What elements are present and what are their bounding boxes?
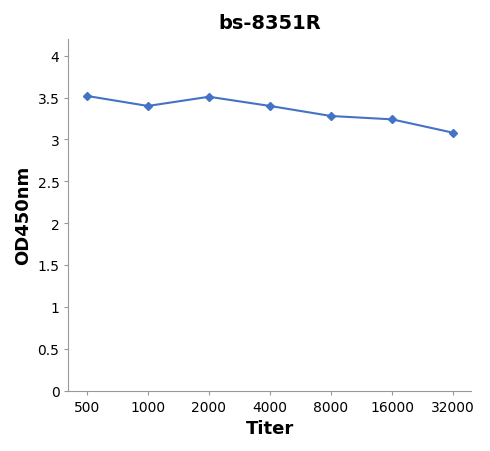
- Y-axis label: OD450nm: OD450nm: [14, 166, 32, 265]
- X-axis label: Titer: Titer: [246, 419, 294, 437]
- Title: bs-8351R: bs-8351R: [219, 14, 321, 33]
